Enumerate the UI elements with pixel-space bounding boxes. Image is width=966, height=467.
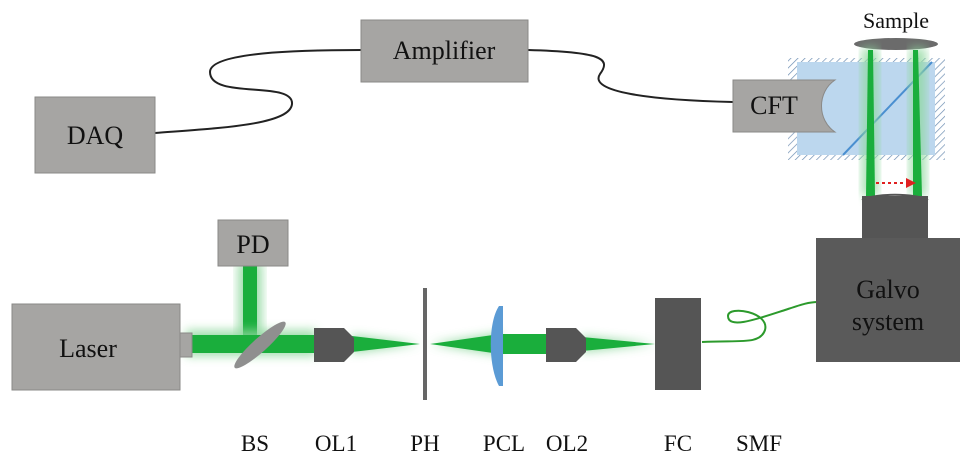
galvo-label-line1: Galvo (856, 275, 920, 304)
sample-disc (854, 38, 938, 50)
galvo-system: Galvo system (816, 193, 960, 362)
daq-box: DAQ (34, 96, 156, 174)
cft-label: CFT (750, 91, 798, 120)
amplifier-box: Amplifier (360, 19, 529, 83)
label-ph: PH (410, 431, 439, 456)
daq-amplifier-cable (154, 49, 363, 134)
scan-arrow (876, 178, 916, 188)
label-ol2: OL2 (546, 431, 588, 456)
fiber-coupler (655, 298, 701, 390)
label-pcl: PCL (483, 431, 525, 456)
amplifier-label: Amplifier (393, 36, 496, 65)
laser-label: Laser (59, 334, 117, 363)
pd-label: PD (236, 230, 269, 259)
sample-label: Sample (863, 8, 929, 33)
beam-splitter (234, 321, 286, 369)
objective-lens-1 (314, 328, 354, 362)
laser-box: Laser (11, 303, 193, 391)
pinhole (423, 288, 427, 400)
label-fc: FC (664, 431, 692, 456)
smf-fiber (701, 301, 819, 343)
amplifier-cft-cable (527, 49, 734, 103)
galvo-label-line2: system (852, 307, 924, 336)
label-smf: SMF (736, 431, 782, 456)
label-ol1: OL1 (315, 431, 357, 456)
pd-box: PD (217, 219, 289, 267)
pd-beam (243, 262, 257, 340)
plano-convex-lens (490, 306, 503, 386)
cft-box: CFT (732, 79, 837, 133)
label-bs: BS (241, 431, 269, 456)
focus-beams (352, 333, 655, 355)
vertical-beams (862, 48, 926, 196)
daq-label: DAQ (67, 121, 124, 150)
objective-lens-2 (546, 328, 586, 362)
